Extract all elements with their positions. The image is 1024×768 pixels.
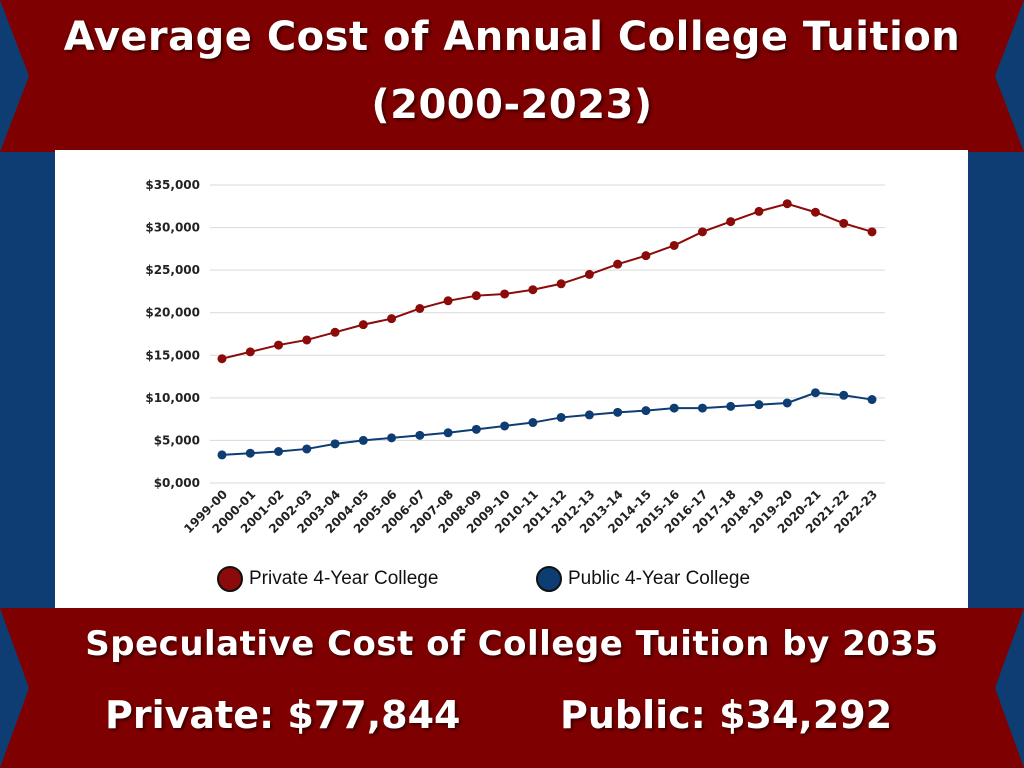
title-banner-shape	[0, 0, 1024, 152]
data-point-public	[245, 448, 255, 458]
data-point-public	[669, 403, 679, 413]
data-point-private	[302, 335, 312, 345]
data-point-public	[302, 444, 312, 454]
y-tick-label: $15,000	[145, 348, 200, 362]
series-line-public	[221, 391, 873, 456]
data-point-private	[556, 279, 566, 289]
data-point-private	[358, 320, 368, 330]
public-amount: Public: $34,292	[560, 693, 893, 737]
data-point-private	[415, 303, 425, 313]
footer-banner	[0, 608, 1024, 768]
speculative-amounts: Private: $77,844 Public: $34,292	[0, 693, 1024, 743]
data-point-public	[613, 407, 623, 417]
data-point-private	[500, 289, 510, 299]
y-tick-label: $20,000	[145, 306, 200, 320]
y-tick-label: $5,000	[154, 433, 200, 447]
footer-banner-shape	[0, 608, 1024, 768]
data-point-private	[584, 269, 594, 279]
data-point-private	[330, 327, 340, 337]
data-point-public	[556, 412, 566, 422]
legend-marker-public	[536, 566, 562, 592]
data-point-public	[754, 400, 764, 410]
series-line-private	[221, 202, 873, 360]
data-point-private	[782, 199, 792, 209]
data-point-private	[810, 207, 820, 217]
data-point-private	[528, 285, 538, 295]
data-point-public	[697, 403, 707, 413]
speculative-heading: Speculative Cost of College Tuition by 2…	[85, 624, 939, 664]
data-point-private	[754, 206, 764, 216]
title-banner	[0, 0, 1024, 152]
data-point-public	[330, 439, 340, 449]
data-point-private	[245, 347, 255, 357]
data-point-public	[471, 424, 481, 434]
data-point-public	[358, 435, 368, 445]
data-point-public	[500, 421, 510, 431]
data-point-private	[726, 217, 736, 227]
data-point-public	[867, 395, 877, 405]
chart-subtitle-years: (2000-2023)	[371, 82, 653, 128]
data-point-private	[387, 314, 397, 324]
data-point-private	[867, 227, 877, 237]
data-point-public	[839, 390, 849, 400]
data-point-private	[669, 240, 679, 250]
data-point-public	[782, 398, 792, 408]
data-point-private	[697, 227, 707, 237]
data-point-private	[274, 340, 284, 350]
data-point-public	[584, 410, 594, 420]
data-point-public	[217, 450, 227, 460]
legend-label-private: Private 4-Year College	[249, 568, 439, 589]
y-tick-label: $30,000	[145, 221, 200, 235]
data-point-public	[387, 433, 397, 443]
data-point-private	[217, 354, 227, 364]
y-tick-label: $25,000	[145, 263, 200, 277]
private-amount: Private: $77,844	[105, 693, 461, 737]
line-chart: $0,000 $5,000 $10,000 $15,000 $20,000 $25,000…	[145, 178, 885, 536]
y-tick-label: $10,000	[145, 391, 200, 405]
data-point-private	[641, 251, 651, 261]
data-point-private	[471, 291, 481, 301]
data-point-private	[443, 296, 453, 306]
chart-title: Average Cost of Annual College Tuition	[63, 14, 961, 60]
data-point-private	[839, 218, 849, 228]
legend-marker-private	[217, 566, 243, 592]
data-point-public	[810, 388, 820, 398]
data-point-public	[641, 406, 651, 416]
data-point-public	[528, 418, 538, 428]
data-point-private	[613, 259, 623, 269]
data-point-public	[274, 446, 284, 456]
data-point-public	[726, 401, 736, 411]
legend-label-public: Public 4-Year College	[568, 568, 751, 589]
chart-panel	[55, 150, 968, 610]
data-point-public	[443, 428, 453, 438]
data-point-public	[415, 430, 425, 440]
y-tick-label: $35,000	[145, 178, 200, 192]
y-tick-label: $0,000	[154, 476, 200, 490]
